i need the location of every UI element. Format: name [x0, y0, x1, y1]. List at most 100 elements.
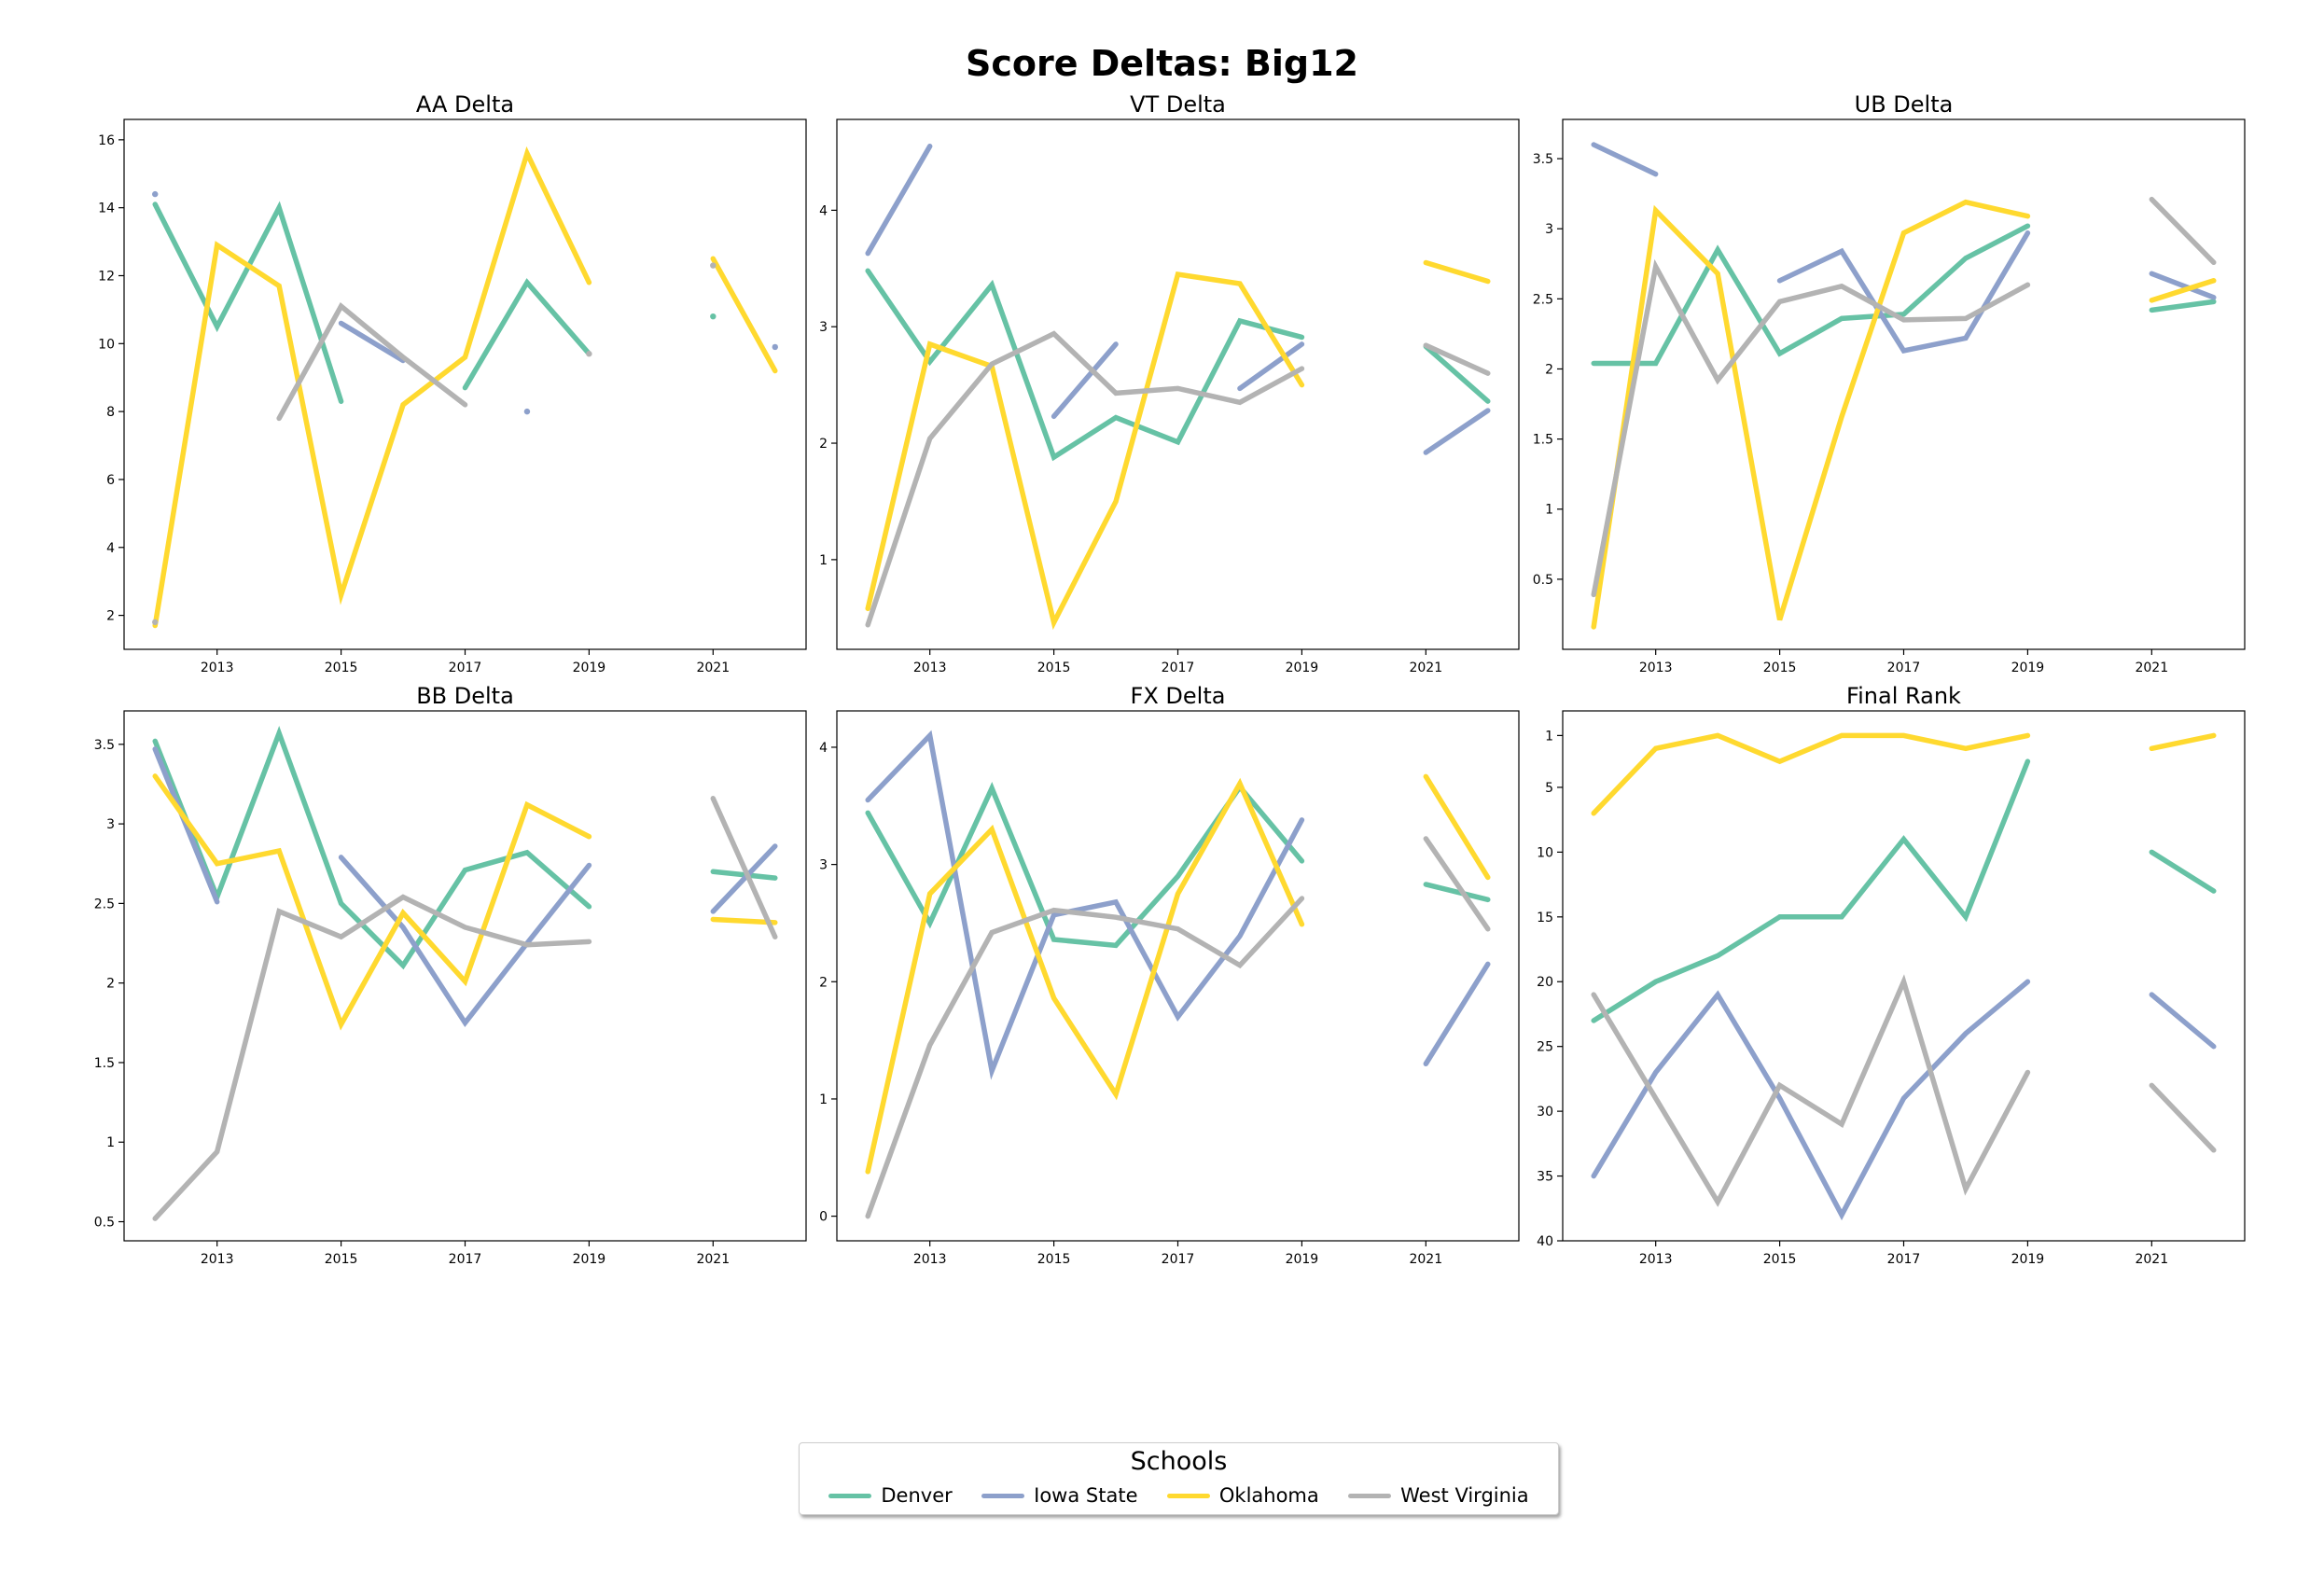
subplot-title: AA Delta	[416, 91, 514, 118]
series-line-oklahoma	[865, 777, 1305, 1175]
series-group	[152, 725, 778, 1221]
series-line-iowa-state	[1776, 230, 2031, 355]
series-line-denver	[2149, 849, 2217, 894]
x-tick-label: 2021	[1409, 661, 1442, 675]
series-group	[152, 146, 778, 629]
series-group	[1591, 732, 2217, 1221]
x-tick-label: 2017	[449, 1252, 482, 1267]
x-tick-label: 2017	[1162, 661, 1195, 675]
legend-label-west-virginia: West Virginia	[1400, 1484, 1529, 1507]
series-line-denver	[1591, 758, 2031, 1023]
series-line-iowa-state	[1051, 341, 1119, 420]
subplot-title: BB Delta	[416, 683, 514, 709]
legend: Schools Denver Iowa State Oklahoma West …	[799, 1442, 1559, 1515]
y-tick-label: 6	[106, 473, 115, 488]
y-tick-label: 4	[106, 541, 115, 556]
subplot-title: UB Delta	[1855, 91, 1954, 118]
series-line-denver	[710, 869, 778, 881]
x-tick-label: 2013	[913, 661, 947, 675]
axes-frame	[836, 118, 1520, 650]
x-tick-label: 2021	[696, 661, 730, 675]
x-tick-label: 2019	[1286, 661, 1319, 675]
x-tick-label: 2019	[2011, 1252, 2045, 1267]
y-tick-label: 3	[1545, 222, 1553, 237]
legend-item-oklahoma: Oklahoma	[1166, 1484, 1319, 1507]
y-tick-label: 2	[1545, 362, 1553, 377]
series-line-west-virginia	[1423, 342, 1491, 376]
y-tick-label: 3.5	[1533, 152, 1553, 167]
y-tick-label: 2	[819, 437, 828, 452]
legend-items: Denver Iowa State Oklahoma West Virginia	[800, 1484, 1558, 1507]
y-tick-label: 4	[819, 741, 828, 756]
subplot-title: VT Delta	[1130, 91, 1226, 118]
series-line-oklahoma	[152, 146, 592, 629]
figure-title: Score Deltas: Big12	[965, 43, 1358, 84]
legend-item-iowa-state: Iowa State	[981, 1484, 1138, 1507]
y-tick-label: 2.5	[1533, 292, 1553, 307]
series-line-oklahoma	[710, 256, 778, 374]
series-point-west-virginia	[710, 262, 717, 269]
x-tick-label: 2017	[1162, 1252, 1195, 1267]
series-line-oklahoma	[865, 271, 1305, 631]
x-tick-label: 2015	[325, 661, 358, 675]
series-point-iowa-state	[772, 343, 778, 351]
series-line-oklahoma	[1591, 732, 2031, 816]
series-line-oklahoma	[1423, 773, 1491, 881]
y-tick-label: 1	[1545, 729, 1553, 744]
series-group	[1591, 142, 2217, 630]
y-tick-label: 10	[1537, 845, 1553, 860]
y-tick-label: 5	[1545, 781, 1553, 796]
series-point-iowa-state	[523, 408, 531, 415]
x-tick-label: 2013	[913, 1252, 947, 1267]
series-line-iowa-state	[2149, 992, 2217, 1050]
series-line-denver	[1423, 882, 1491, 903]
legend-item-denver: Denver	[828, 1484, 953, 1507]
series-line-west-virginia	[2149, 1082, 2217, 1153]
x-tick-label: 2017	[1887, 1252, 1921, 1267]
y-tick-label: 16	[98, 133, 115, 148]
series-line-west-virginia	[152, 894, 592, 1221]
series-point-west-virginia	[152, 619, 159, 626]
series-line-denver	[1591, 223, 2031, 367]
subplot-title: FX Delta	[1131, 683, 1226, 709]
series-line-denver	[462, 278, 592, 391]
x-tick-label: 2017	[1887, 661, 1921, 675]
series-line-west-virginia	[865, 896, 1305, 1219]
subplot-title: Final Rank	[1846, 683, 1961, 709]
series-point-iowa-state	[152, 190, 159, 198]
x-tick-label: 2015	[1037, 1252, 1071, 1267]
y-tick-label: 2	[106, 609, 115, 624]
y-tick-label: 8	[106, 405, 115, 420]
y-tick-label: 1	[819, 553, 828, 568]
y-tick-label: 1	[819, 1092, 828, 1107]
legend-swatch-west-virginia	[1348, 1493, 1392, 1498]
legend-label-iowa-state: Iowa State	[1034, 1484, 1138, 1507]
series-line-west-virginia	[710, 796, 778, 939]
series-line-iowa-state	[1423, 408, 1491, 455]
subplot-bb-delta: BB Delta 2013 2015 2017 2019 2021 0.5 1 1.5 2 2.5 3…	[94, 683, 807, 1267]
series-line-west-virginia	[865, 330, 1305, 628]
series-line-denver	[1423, 343, 1491, 404]
y-tick-label: 1.5	[94, 1056, 115, 1071]
series-line-oklahoma	[710, 916, 778, 925]
y-tick-label: 3	[819, 858, 828, 873]
x-tick-label: 2019	[2011, 661, 2045, 675]
y-tick-label: 35	[1537, 1170, 1553, 1185]
series-line-iowa-state	[865, 143, 933, 257]
series-line-iowa-state	[1237, 341, 1305, 392]
x-tick-label: 2013	[1639, 1252, 1673, 1267]
y-tick-label: 1	[1545, 503, 1553, 518]
series-line-iowa-state	[1591, 979, 2031, 1221]
series-line-iowa-state	[2149, 271, 2217, 300]
legend-item-west-virginia: West Virginia	[1348, 1484, 1529, 1507]
axes-frame	[1562, 118, 2246, 650]
series-line-iowa-state	[1423, 961, 1491, 1066]
series-line-oklahoma	[1591, 199, 2031, 630]
series-line-iowa-state	[152, 746, 220, 905]
x-tick-label: 2019	[1286, 1252, 1319, 1267]
series-line-denver	[152, 725, 592, 970]
x-tick-label: 2015	[1763, 661, 1797, 675]
x-tick-label: 2021	[1409, 1252, 1442, 1267]
y-tick-label: 2.5	[94, 897, 115, 911]
